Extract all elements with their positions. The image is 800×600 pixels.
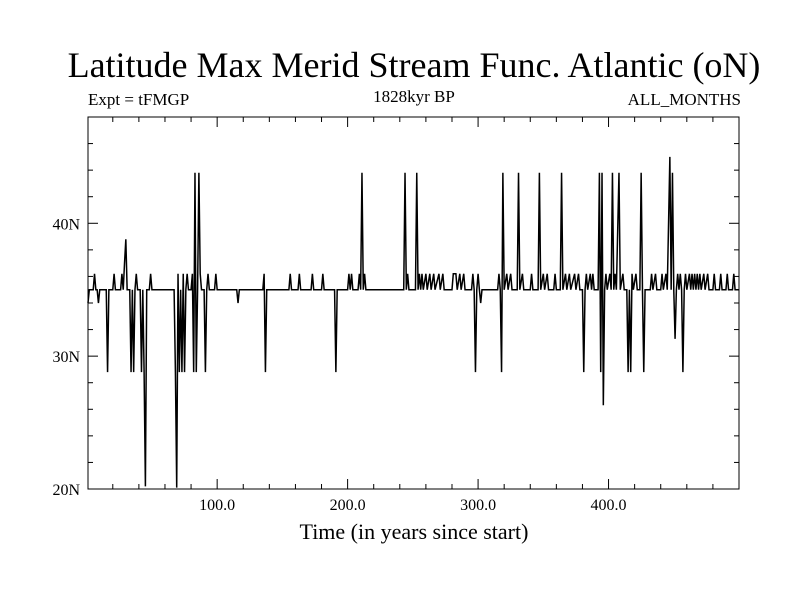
axes-layer: 100.0 200.0 300.0 400.0 20N 30N 40N xyxy=(52,117,739,514)
x-tick-label: 100.0 xyxy=(199,497,235,514)
data-layer xyxy=(87,156,739,488)
x-tick-label: 400.0 xyxy=(591,497,627,514)
chart-title: Latitude Max Merid Stream Func. Atlantic… xyxy=(67,45,761,85)
months-label: ALL_MONTHS xyxy=(627,90,741,109)
series-line xyxy=(87,156,739,488)
y-tick-label: 20N xyxy=(52,482,80,499)
period-label: 1828kyr BP xyxy=(373,87,455,106)
x-tick-label: 300.0 xyxy=(460,497,496,514)
experiment-label: Expt = tFMGP xyxy=(88,90,190,109)
x-axis-label: Time (in years since start) xyxy=(299,519,529,544)
y-tick-label: 30N xyxy=(52,349,80,366)
y-tick-label: 40N xyxy=(52,216,80,233)
x-tick-label: 200.0 xyxy=(330,497,366,514)
